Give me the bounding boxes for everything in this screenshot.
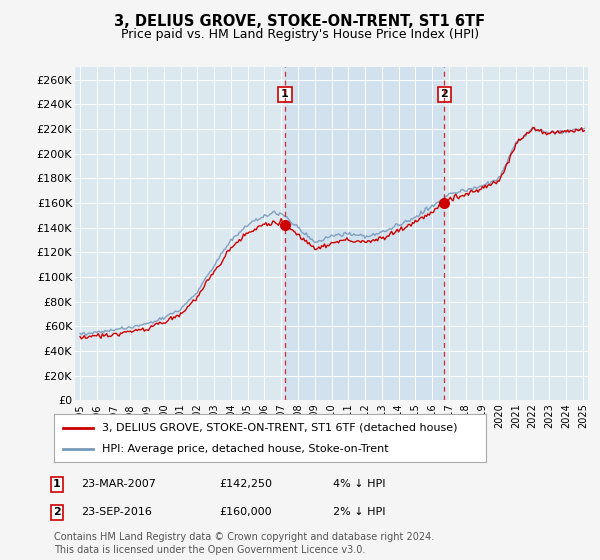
Text: 23-SEP-2016: 23-SEP-2016 (81, 507, 152, 517)
Text: 2% ↓ HPI: 2% ↓ HPI (333, 507, 386, 517)
Text: £160,000: £160,000 (219, 507, 272, 517)
Text: Contains HM Land Registry data © Crown copyright and database right 2024.
This d: Contains HM Land Registry data © Crown c… (54, 531, 434, 555)
Text: 3, DELIUS GROVE, STOKE-ON-TRENT, ST1 6TF (detached house): 3, DELIUS GROVE, STOKE-ON-TRENT, ST1 6TF… (101, 423, 457, 433)
Text: 3, DELIUS GROVE, STOKE-ON-TRENT, ST1 6TF: 3, DELIUS GROVE, STOKE-ON-TRENT, ST1 6TF (115, 14, 485, 29)
Text: 23-MAR-2007: 23-MAR-2007 (81, 479, 156, 489)
Text: 4% ↓ HPI: 4% ↓ HPI (333, 479, 386, 489)
Text: 1: 1 (53, 479, 61, 489)
Text: Price paid vs. HM Land Registry's House Price Index (HPI): Price paid vs. HM Land Registry's House … (121, 28, 479, 41)
Text: 2: 2 (53, 507, 61, 517)
Text: HPI: Average price, detached house, Stoke-on-Trent: HPI: Average price, detached house, Stok… (101, 444, 388, 454)
Text: 2: 2 (440, 90, 448, 99)
Text: 1: 1 (281, 90, 289, 99)
Bar (285, 67, 445, 400)
Text: £142,250: £142,250 (219, 479, 272, 489)
